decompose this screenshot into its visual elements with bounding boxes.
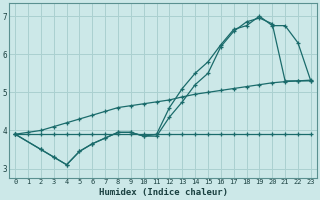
X-axis label: Humidex (Indice chaleur): Humidex (Indice chaleur)	[99, 188, 228, 197]
